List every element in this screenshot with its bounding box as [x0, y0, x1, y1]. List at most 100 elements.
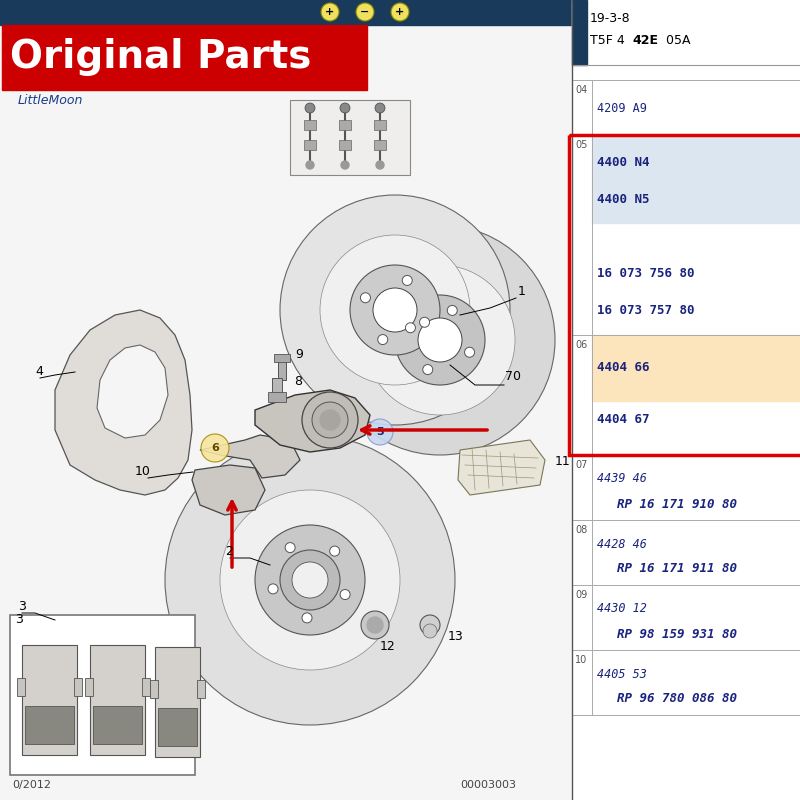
Circle shape	[367, 617, 383, 633]
Circle shape	[465, 347, 474, 358]
Text: RP 96 780 086 80: RP 96 780 086 80	[617, 693, 737, 706]
Text: 8: 8	[294, 375, 302, 388]
Text: LittleMoon: LittleMoon	[18, 94, 83, 106]
Circle shape	[361, 293, 370, 302]
Text: 4430 12: 4430 12	[597, 602, 647, 615]
Text: 08: 08	[575, 525, 587, 535]
Bar	[572, 0, 800, 65]
Bar	[272, 378, 282, 396]
Text: 4209 A9: 4209 A9	[597, 102, 647, 115]
Circle shape	[341, 161, 349, 169]
Circle shape	[395, 295, 485, 385]
Bar	[150, 680, 158, 698]
Circle shape	[340, 590, 350, 599]
Circle shape	[402, 275, 412, 286]
Text: 2: 2	[225, 545, 233, 558]
Bar	[572, 0, 587, 65]
Text: +: +	[395, 7, 405, 17]
Text: 3: 3	[15, 613, 23, 626]
Bar	[74, 678, 82, 696]
Bar	[93, 706, 142, 744]
Circle shape	[280, 550, 340, 610]
Bar	[158, 707, 197, 746]
Bar	[197, 680, 205, 698]
Circle shape	[292, 562, 328, 598]
Polygon shape	[458, 440, 545, 495]
Text: 4404 66: 4404 66	[597, 361, 650, 374]
Bar	[572, 650, 800, 715]
Bar	[572, 80, 800, 135]
Circle shape	[406, 322, 415, 333]
Circle shape	[321, 3, 339, 21]
Text: 0/2012: 0/2012	[12, 780, 51, 790]
Text: 5: 5	[376, 427, 384, 437]
Bar	[304, 140, 316, 150]
Bar	[339, 120, 351, 130]
Text: 70: 70	[505, 370, 521, 383]
Bar	[572, 335, 800, 455]
Text: RP 16 171 910 80: RP 16 171 910 80	[617, 498, 737, 510]
Circle shape	[325, 225, 555, 455]
Polygon shape	[255, 390, 370, 452]
Text: 4428 46: 4428 46	[597, 538, 647, 550]
Bar	[592, 135, 800, 223]
Circle shape	[165, 435, 455, 725]
Text: 06: 06	[575, 340, 587, 350]
Circle shape	[350, 265, 440, 355]
Bar	[155, 647, 200, 757]
Text: 19-3-8: 19-3-8	[590, 11, 630, 25]
Circle shape	[268, 584, 278, 594]
Circle shape	[306, 161, 314, 169]
Text: 42E: 42E	[632, 34, 658, 46]
Bar	[25, 706, 74, 744]
Circle shape	[365, 265, 515, 415]
Text: 16 073 756 80: 16 073 756 80	[597, 267, 694, 280]
Polygon shape	[55, 310, 192, 495]
Text: 3: 3	[18, 600, 26, 613]
Bar	[572, 455, 800, 520]
Bar	[10, 615, 195, 775]
Text: 12: 12	[380, 640, 396, 653]
Circle shape	[320, 235, 470, 385]
Text: 05: 05	[575, 140, 587, 150]
Circle shape	[378, 334, 388, 345]
Text: 04: 04	[575, 85, 587, 95]
Text: 11: 11	[555, 455, 570, 468]
Bar	[374, 140, 386, 150]
Bar	[0, 0, 800, 25]
Circle shape	[373, 288, 417, 332]
Bar	[142, 678, 150, 696]
Polygon shape	[200, 435, 300, 478]
Text: 4405 53: 4405 53	[597, 667, 647, 681]
Bar	[374, 120, 386, 130]
Text: 4404 67: 4404 67	[597, 414, 650, 426]
Circle shape	[447, 306, 458, 315]
Text: 9: 9	[295, 348, 303, 361]
Text: 4400 N4: 4400 N4	[597, 156, 650, 169]
Text: Original Parts: Original Parts	[10, 38, 311, 76]
Bar	[278, 358, 286, 380]
Text: 4439 46: 4439 46	[597, 473, 647, 486]
Bar	[268, 392, 286, 402]
Polygon shape	[97, 345, 168, 438]
Circle shape	[391, 3, 409, 21]
Bar	[304, 120, 316, 130]
Bar	[2, 25, 367, 90]
Circle shape	[201, 434, 229, 462]
Text: 16 073 757 80: 16 073 757 80	[597, 304, 694, 317]
Bar	[22, 645, 77, 755]
Bar	[572, 520, 800, 585]
Circle shape	[419, 318, 430, 327]
Bar	[569, 135, 800, 455]
Bar	[290, 100, 410, 175]
Circle shape	[422, 365, 433, 374]
Text: 13: 13	[448, 630, 464, 643]
Text: 10: 10	[135, 465, 151, 478]
Circle shape	[356, 3, 374, 21]
Bar	[572, 585, 800, 650]
Bar	[90, 645, 145, 755]
Text: 00003003: 00003003	[460, 780, 516, 790]
Text: 1: 1	[518, 285, 526, 298]
Circle shape	[375, 103, 385, 113]
Circle shape	[423, 624, 437, 638]
